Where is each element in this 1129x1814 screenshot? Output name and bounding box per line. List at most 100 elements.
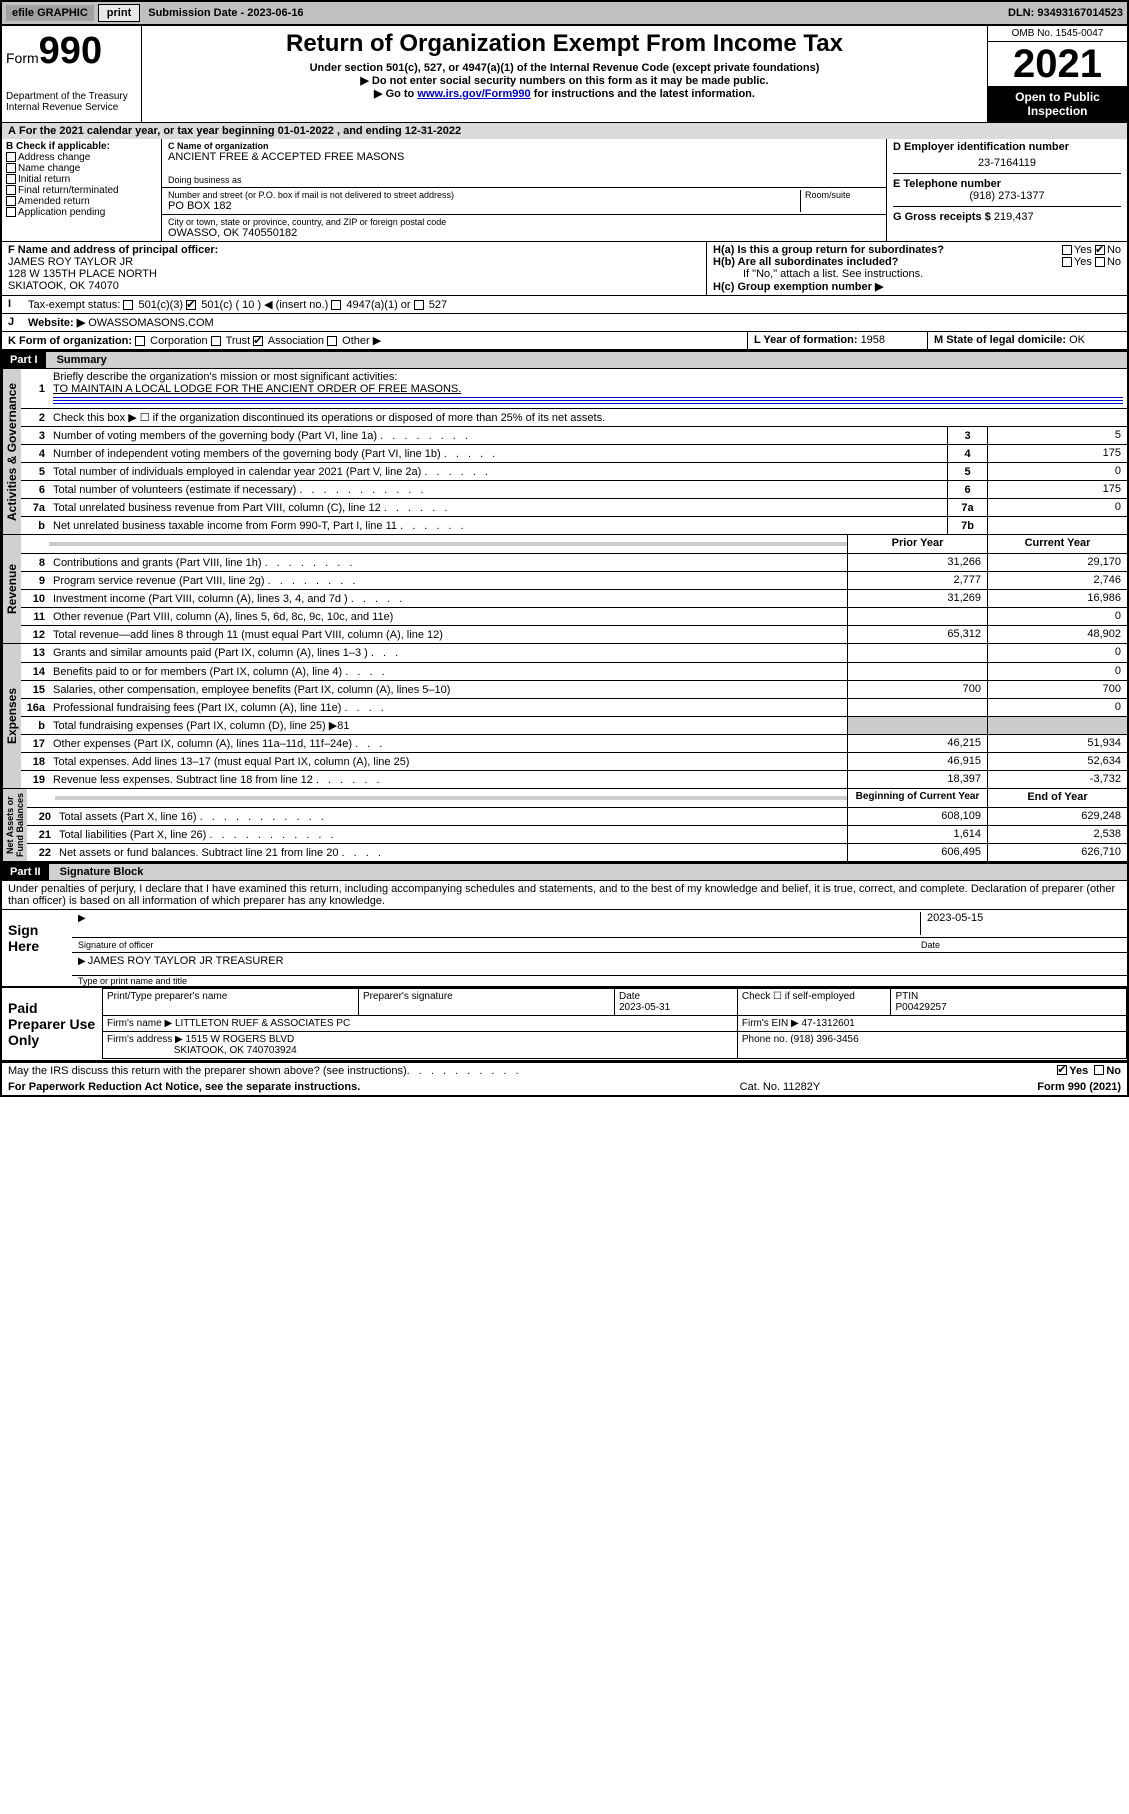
ein: 23-7164119 — [893, 157, 1121, 169]
l-val: 1958 — [861, 334, 885, 346]
h-b-row: H(b) Are all subordinates included? Yes … — [713, 256, 1121, 268]
type-name-label: Type or print name and title — [72, 976, 1127, 986]
c-name-label: C Name of organization — [168, 141, 880, 151]
l5-box: 5 — [947, 463, 987, 480]
cb-hb-yes[interactable] — [1062, 257, 1072, 267]
prep-h3: Date — [619, 991, 640, 1002]
side-expenses: Expenses — [2, 644, 21, 788]
i-label: Tax-exempt status: — [28, 299, 120, 311]
l22-curr: 626,710 — [987, 844, 1127, 861]
cb-527[interactable] — [414, 300, 424, 310]
hb-no: No — [1107, 256, 1121, 268]
part1-tag: Part I — [2, 352, 46, 368]
cb-ha-no[interactable] — [1095, 245, 1105, 255]
submission-date-value: 2023-06-16 — [247, 7, 303, 19]
k-other: Other ▶ — [342, 335, 381, 347]
form-number: Form990 — [6, 30, 137, 73]
prep-h1: Print/Type preparer's name — [103, 989, 359, 1016]
cb-501c3[interactable] — [123, 300, 133, 310]
cb-name-change[interactable] — [6, 163, 16, 173]
j-label: Website: ▶ — [28, 317, 88, 329]
h-b-label: H(b) Are all subordinates included? — [713, 256, 898, 268]
dept-treasury: Department of the Treasury — [6, 91, 137, 102]
sig-officer-label: Signature of officer — [78, 940, 921, 950]
footer: For Paperwork Reduction Act Notice, see … — [0, 1079, 1129, 1097]
print-button[interactable]: print — [98, 4, 140, 22]
line-j: J Website: ▶ OWASSOMASONS.COM — [0, 313, 1129, 331]
side-governance: Activities & Governance — [2, 369, 21, 534]
prep-date: 2023-05-31 — [619, 1002, 670, 1013]
summary-revenue: Revenue Prior YearCurrent Year 8Contribu… — [0, 534, 1129, 643]
l17-prior: 46,215 — [847, 735, 987, 752]
col-d-ein: D Employer identification number 23-7164… — [887, 139, 1127, 241]
cb-trust[interactable] — [211, 336, 221, 346]
d-label: D Employer identification number — [893, 141, 1121, 153]
signer-name: JAMES ROY TAYLOR JR TREASURER — [88, 955, 284, 973]
cb-app-pending[interactable] — [6, 207, 16, 217]
l10-curr: 16,986 — [987, 590, 1127, 607]
cb-assoc[interactable] — [253, 336, 263, 346]
cb-final-return[interactable] — [6, 185, 16, 195]
cb-discuss-no[interactable] — [1094, 1065, 1104, 1075]
line-i: I Tax-exempt status: 501(c)(3) 501(c) ( … — [0, 295, 1129, 313]
cb-corp[interactable] — [135, 336, 145, 346]
footer-post: (2021) — [1086, 1081, 1121, 1093]
l17-desc: Other expenses (Part IX, column (A), lin… — [53, 738, 352, 750]
cb-ha-yes[interactable] — [1062, 245, 1072, 255]
irs-link[interactable]: www.irs.gov/Form990 — [417, 88, 530, 100]
l16b-desc: Total fundraising expenses (Part IX, col… — [53, 720, 349, 732]
firm-addr2: SKIATOOK, OK 740703924 — [174, 1045, 297, 1056]
l9-prior: 2,777 — [847, 572, 987, 589]
preparer-table: Print/Type preparer's name Preparer's si… — [102, 988, 1127, 1059]
l6-val: 175 — [987, 481, 1127, 498]
l8-desc: Contributions and grants (Part VIII, lin… — [53, 557, 262, 569]
head-end: End of Year — [987, 789, 1127, 807]
col-c-org: C Name of organization ANCIENT FREE & AC… — [162, 139, 887, 241]
cb-amended[interactable] — [6, 196, 16, 206]
header-left: Form990 Department of the Treasury Inter… — [2, 26, 142, 122]
l13-prior — [847, 644, 987, 662]
cb-address-change[interactable] — [6, 152, 16, 162]
part1-header: Part I Summary — [0, 351, 1129, 368]
line-a: A For the 2021 calendar year, or tax yea… — [0, 122, 1129, 139]
org-addr: PO BOX 182 — [168, 200, 800, 212]
org-name: ANCIENT FREE & ACCEPTED FREE MASONS — [168, 151, 880, 163]
part2-header: Part II Signature Block — [0, 863, 1129, 880]
l3-val: 5 — [987, 427, 1127, 444]
l18-desc: Total expenses. Add lines 13–17 (must eq… — [53, 756, 409, 768]
cb-discuss-yes[interactable] — [1057, 1065, 1067, 1075]
discuss-yes: Yes — [1069, 1065, 1088, 1077]
header-mid: Return of Organization Exempt From Incom… — [142, 26, 987, 122]
cb-other[interactable] — [327, 336, 337, 346]
firm-addr-label: Firm's address ▶ — [107, 1034, 186, 1045]
footer-form: 990 — [1068, 1081, 1086, 1093]
cb-hb-no[interactable] — [1095, 257, 1105, 267]
submission-date-label: Submission Date - — [148, 7, 247, 19]
l15-desc: Salaries, other compensation, employee b… — [53, 684, 450, 696]
firm-phone: (918) 396-3456 — [790, 1034, 858, 1045]
tax-year: 2021 — [988, 42, 1127, 86]
h-c-label: H(c) Group exemption number ▶ — [713, 280, 1121, 293]
website: OWASSOMASONS.COM — [88, 317, 214, 329]
public-inspection: Open to Public Inspection — [988, 86, 1127, 122]
l7a-desc: Total unrelated business revenue from Pa… — [53, 502, 381, 514]
prep-h5: PTIN — [895, 991, 918, 1002]
officer-addr1: 128 W 135TH PLACE NORTH — [8, 268, 700, 280]
part2-title: Signature Block — [52, 866, 144, 878]
l7b-val — [987, 517, 1127, 534]
l17-curr: 51,934 — [987, 735, 1127, 752]
irs-label: Internal Revenue Service — [6, 102, 137, 113]
l22-desc: Net assets or fund balances. Subtract li… — [59, 847, 338, 859]
cb-4947[interactable] — [331, 300, 341, 310]
cb-initial-return[interactable] — [6, 174, 16, 184]
org-city: OWASSO, OK 740550182 — [168, 227, 880, 239]
l14-desc: Benefits paid to or for members (Part IX… — [53, 666, 342, 678]
cb-501c[interactable] — [186, 300, 196, 310]
i-c: 501(c) ( 10 ) ◀ (insert no.) — [201, 299, 328, 311]
dln-value: 93493167014523 — [1037, 7, 1123, 19]
b-item-3: Final return/terminated — [18, 185, 119, 196]
l18-prior: 46,915 — [847, 753, 987, 770]
officer-name: JAMES ROY TAYLOR JR — [8, 256, 700, 268]
k-label: K Form of organization: — [8, 335, 132, 347]
l9-desc: Program service revenue (Part VIII, line… — [53, 575, 265, 587]
